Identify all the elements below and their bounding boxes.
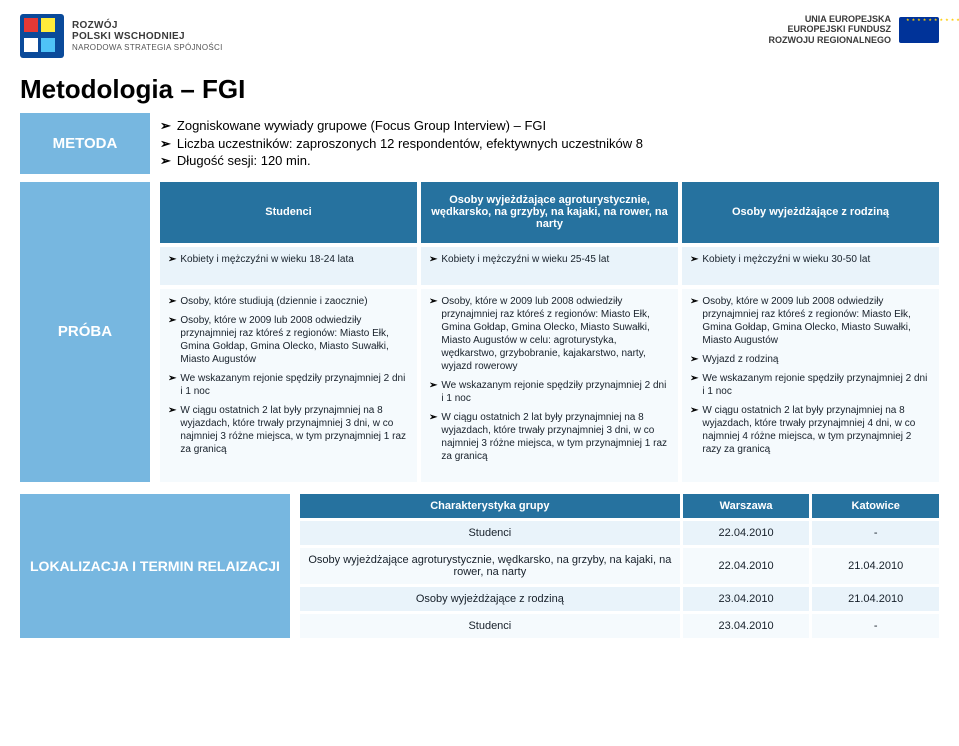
- loc-cell: Studenci: [300, 614, 680, 638]
- loc-header: Katowice: [812, 494, 939, 518]
- logo-right-line1: UNIA EUROPEJSKA: [768, 14, 891, 24]
- proba-age-cell: ➢Kobiety i mężczyźni w wieku 25-45 lat: [421, 247, 678, 285]
- metoda-item: Zogniskowane wywiady grupowe (Focus Grou…: [177, 117, 546, 135]
- proba-age-cell: ➢Kobiety i mężczyźni w wieku 30-50 lat: [682, 247, 939, 285]
- proba-row: PRÓBA Studenci Osoby wyjeżdżające agrotu…: [20, 182, 939, 482]
- lokalizacja-row: LOKALIZACJA I TERMIN RELAIZACJI Charakte…: [20, 494, 939, 638]
- metoda-item: Długość sesji: 120 min.: [177, 152, 311, 170]
- proba-badge: PRÓBA: [20, 182, 150, 482]
- loc-cell: Osoby wyjeżdżające z rodziną: [300, 587, 680, 611]
- eu-logo-right: UNIA EUROPEJSKA EUROPEJSKI FUNDUSZ ROZWO…: [768, 14, 939, 45]
- loc-cell: 23.04.2010: [683, 614, 810, 638]
- funding-header: ROZWÓJ POLSKI WSCHODNIEJ NARODOWA STRATE…: [20, 14, 939, 70]
- proba-col-header: Studenci: [160, 182, 417, 243]
- lokalizacja-table: Charakterystyka grupy Warszawa Katowice …: [300, 494, 939, 638]
- metoda-badge: METODA: [20, 113, 150, 174]
- loc-cell: 21.04.2010: [812, 548, 939, 584]
- logo-left-line2: POLSKI WSCHODNIEJ: [72, 31, 223, 43]
- lokalizacja-badge: LOKALIZACJA I TERMIN RELAIZACJI: [20, 494, 290, 638]
- logo-left-sub: NARODOWA STRATEGIA SPÓJNOŚCI: [72, 43, 223, 52]
- program-logo-left: ROZWÓJ POLSKI WSCHODNIEJ NARODOWA STRATE…: [20, 14, 223, 58]
- logo-left-line1: ROZWÓJ: [72, 20, 223, 32]
- proba-age-cell: ➢Kobiety i mężczyźni w wieku 18-24 lata: [160, 247, 417, 285]
- proba-detail-cell: ➢Osoby, które w 2009 lub 2008 odwiedziły…: [421, 289, 678, 482]
- logo-right-line2: EUROPEJSKI FUNDUSZ: [768, 24, 891, 34]
- logo-right-line3: ROZWOJU REGIONALNEGO: [768, 35, 891, 45]
- proba-detail-cell: ➢Osoby, które w 2009 lub 2008 odwiedziły…: [682, 289, 939, 482]
- loc-cell: Studenci: [300, 521, 680, 545]
- loc-header: Warszawa: [683, 494, 810, 518]
- loc-header: Charakterystyka grupy: [300, 494, 680, 518]
- eu-flag-icon: [899, 17, 939, 43]
- proba-grid: Studenci Osoby wyjeżdżające agroturystyc…: [160, 182, 939, 482]
- loc-cell: 21.04.2010: [812, 587, 939, 611]
- page-title: Metodologia – FGI: [20, 74, 939, 105]
- spojnosc-icon: [20, 14, 64, 58]
- metoda-bullets: ➢Zogniskowane wywiady grupowe (Focus Gro…: [160, 113, 643, 174]
- metoda-row: METODA ➢Zogniskowane wywiady grupowe (Fo…: [20, 113, 939, 174]
- proba-col-header: Osoby wyjeżdżające agroturystycznie, węd…: [421, 182, 678, 243]
- loc-cell: Osoby wyjeżdżające agroturystycznie, węd…: [300, 548, 680, 584]
- loc-cell: 22.04.2010: [683, 548, 810, 584]
- loc-cell: -: [812, 614, 939, 638]
- loc-cell: 23.04.2010: [683, 587, 810, 611]
- proba-detail-cell: ➢Osoby, które studiują (dziennie i zaocz…: [160, 289, 417, 482]
- proba-col-header: Osoby wyjeżdżające z rodziną: [682, 182, 939, 243]
- loc-cell: -: [812, 521, 939, 545]
- metoda-item: Liczba uczestników: zaproszonych 12 resp…: [177, 135, 643, 153]
- loc-cell: 22.04.2010: [683, 521, 810, 545]
